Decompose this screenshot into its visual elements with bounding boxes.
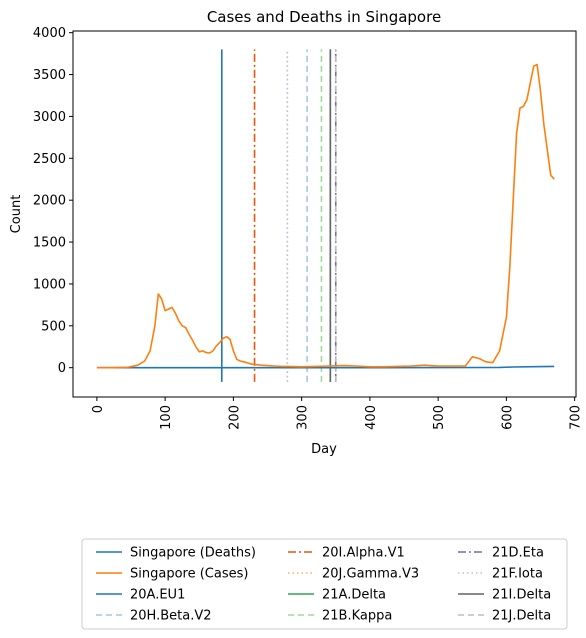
- legend-label: 21J.Delta: [492, 609, 551, 624]
- y-tick-label: 2000: [33, 194, 66, 209]
- y-axis-ticks: 0 500 1000 1500 2000 2500 3000 3500 4000: [33, 26, 73, 376]
- y-tick-label: 500: [41, 319, 66, 334]
- legend-item: Singapore (Deaths): [96, 546, 256, 561]
- y-tick-label: 1500: [33, 236, 66, 251]
- x-tick-label: 700: [569, 405, 584, 430]
- y-tick-label: 2500: [33, 152, 66, 167]
- legend-item: Singapore (Cases): [96, 567, 248, 582]
- legend-label: 21A.Delta: [322, 588, 386, 603]
- legend-item: 20H.Beta.V2: [96, 609, 212, 624]
- series-line-singapore-cases: [96, 63, 555, 369]
- y-tick-label: 0: [58, 361, 66, 376]
- legend-label: 20H.Beta.V2: [130, 609, 212, 624]
- legend: Singapore (Deaths) Singapore (Cases) 20A.E…: [81, 538, 568, 630]
- legend-label: 20I.Alpha.V1: [322, 546, 405, 561]
- legend-item: 21I.Delta: [458, 588, 551, 603]
- series-lines: [96, 63, 555, 369]
- legend-item: 20I.Alpha.V1: [288, 546, 405, 561]
- x-tick-label: 300: [296, 405, 311, 430]
- x-tick-label: 200: [227, 405, 242, 430]
- variant-lines: [220, 49, 337, 382]
- x-tick-label: 400: [364, 405, 379, 430]
- legend-item: 21D.Eta: [458, 546, 544, 561]
- legend-item: 21B.Kappa: [288, 609, 392, 624]
- plot-area: [72, 30, 577, 398]
- chart-title: Cases and Deaths in Singapore: [207, 8, 441, 26]
- series-line-singapore-deaths: [96, 365, 555, 369]
- y-tick-label: 3000: [33, 110, 66, 125]
- x-tick-label: 500: [432, 405, 447, 430]
- legend-frame: [81, 538, 568, 630]
- legend-item: 20J.Gamma.V3: [288, 567, 419, 582]
- x-axis-label: Day: [311, 442, 337, 457]
- x-tick-label: 100: [159, 405, 174, 430]
- legend-label: 21B.Kappa: [322, 609, 392, 624]
- legend-label: 21I.Delta: [492, 588, 551, 603]
- y-tick-label: 3500: [33, 68, 66, 83]
- legend-item: 21J.Delta: [458, 609, 551, 624]
- legend-label: 20J.Gamma.V3: [322, 567, 419, 582]
- x-tick-label: 0: [91, 405, 106, 413]
- legend-item: 21F.Iota: [458, 567, 543, 582]
- y-axis-label: Count: [9, 195, 24, 234]
- y-tick-label: 4000: [33, 26, 66, 41]
- legend-label: Singapore (Deaths): [130, 546, 256, 561]
- legend-item: 21A.Delta: [288, 588, 386, 603]
- x-tick-label: 600: [500, 405, 515, 430]
- legend-label: 20A.EU1: [130, 588, 185, 603]
- legend-label: 21F.Iota: [492, 567, 543, 582]
- legend-item: 20A.EU1: [96, 588, 185, 603]
- legend-label: Singapore (Cases): [130, 567, 248, 582]
- y-tick-label: 1000: [33, 277, 66, 292]
- legend-label: 21D.Eta: [492, 546, 544, 561]
- x-axis-ticks: 0 100 200 300 400 500 600 700: [91, 397, 584, 430]
- plot-frame: [72, 30, 577, 398]
